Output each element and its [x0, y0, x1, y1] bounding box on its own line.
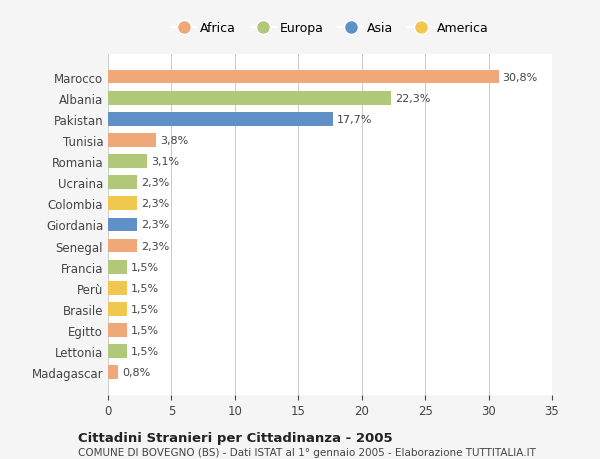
Text: 1,5%: 1,5%: [131, 262, 159, 272]
Bar: [108, 176, 137, 190]
Bar: [108, 324, 127, 337]
Text: Cittadini Stranieri per Cittadinanza - 2005: Cittadini Stranieri per Cittadinanza - 2…: [78, 431, 392, 444]
Bar: [108, 92, 391, 105]
Text: 3,1%: 3,1%: [151, 157, 179, 167]
Bar: [108, 302, 127, 316]
Bar: [108, 155, 148, 168]
Text: COMUNE DI BOVEGNO (BS) - Dati ISTAT al 1° gennaio 2005 - Elaborazione TUTTITALIA: COMUNE DI BOVEGNO (BS) - Dati ISTAT al 1…: [78, 448, 536, 458]
Text: 3,8%: 3,8%: [160, 135, 188, 146]
Bar: [108, 260, 127, 274]
Text: 1,5%: 1,5%: [131, 304, 159, 314]
Text: 0,8%: 0,8%: [122, 368, 150, 377]
Bar: [108, 239, 137, 253]
Bar: [108, 197, 137, 211]
Legend: Africa, Europa, Asia, America: Africa, Europa, Asia, America: [166, 17, 494, 40]
Text: 1,5%: 1,5%: [131, 347, 159, 356]
Text: 2,3%: 2,3%: [141, 241, 169, 251]
Text: 2,3%: 2,3%: [141, 199, 169, 209]
Text: 30,8%: 30,8%: [503, 73, 538, 82]
Bar: [108, 218, 137, 232]
Bar: [108, 281, 127, 295]
Bar: [108, 112, 332, 126]
Text: 17,7%: 17,7%: [337, 115, 372, 124]
Text: 22,3%: 22,3%: [395, 94, 430, 103]
Bar: [108, 345, 127, 358]
Text: 2,3%: 2,3%: [141, 178, 169, 188]
Text: 1,5%: 1,5%: [131, 283, 159, 293]
Bar: [108, 71, 499, 84]
Bar: [108, 366, 118, 379]
Text: 1,5%: 1,5%: [131, 325, 159, 335]
Bar: [108, 134, 156, 147]
Text: 2,3%: 2,3%: [141, 220, 169, 230]
